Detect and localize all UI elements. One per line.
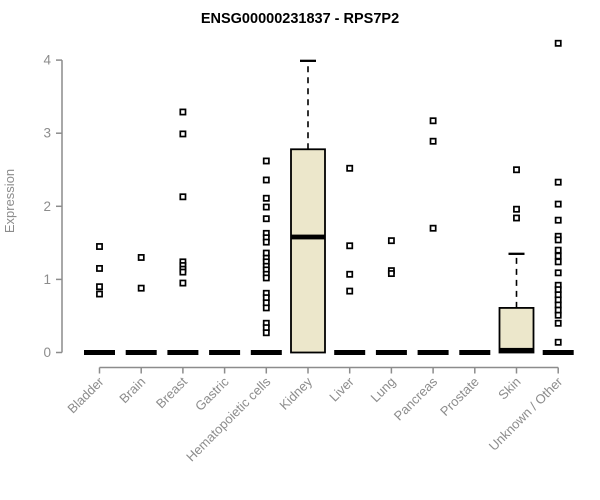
outlier-point xyxy=(554,246,562,254)
outlier-point xyxy=(262,157,270,165)
x-category-label: Lung xyxy=(367,374,398,405)
outlier-point xyxy=(96,290,103,298)
outlier-point xyxy=(96,283,103,291)
zero-median-bar xyxy=(209,350,241,355)
x-category-label: Bladder xyxy=(64,374,107,417)
y-tick-label: 0 xyxy=(43,345,51,360)
outlier-point xyxy=(262,274,270,282)
zero-median-bar xyxy=(250,350,282,355)
outlier-point xyxy=(554,338,562,346)
outlier-point xyxy=(262,304,270,312)
zero-median-bar xyxy=(542,350,574,355)
outlier-point xyxy=(554,178,562,186)
outlier-point xyxy=(513,205,520,213)
outlier-point xyxy=(262,329,270,337)
x-category-label: Kidney xyxy=(276,374,315,413)
median-line xyxy=(499,347,534,353)
zero-median-bar xyxy=(375,350,407,355)
x-category-label: Gastric xyxy=(192,374,232,414)
outlier-point xyxy=(554,319,562,327)
outlier-point xyxy=(137,254,145,261)
zero-median-bar xyxy=(167,350,199,355)
outlier-point xyxy=(262,203,270,211)
outlier-point xyxy=(513,214,520,222)
zero-median-bar xyxy=(125,350,157,355)
y-tick-label: 4 xyxy=(43,53,51,68)
zero-median-bar xyxy=(417,350,449,355)
y-axis-label: Expression xyxy=(2,169,17,233)
x-category-label: Breast xyxy=(153,374,190,411)
outlier-point xyxy=(346,287,354,295)
zero-median-bar xyxy=(334,350,366,355)
outlier-point xyxy=(387,237,395,245)
outlier-point xyxy=(429,117,437,125)
chart-title: ENSG00000231837 - RPS7P2 xyxy=(201,11,399,27)
iqr-box xyxy=(290,148,326,354)
x-category-label: Brain xyxy=(116,374,148,406)
outlier-point xyxy=(513,166,520,174)
outlier-point xyxy=(554,269,562,277)
outlier-point xyxy=(96,243,103,250)
y-tick-label: 3 xyxy=(43,126,51,141)
outlier-point xyxy=(554,252,562,260)
outlier-point xyxy=(262,194,270,202)
outlier-point xyxy=(179,279,187,287)
outlier-point xyxy=(554,39,562,47)
x-category-label: Liver xyxy=(326,374,357,405)
x-category-label: Unknown / Other xyxy=(486,374,566,454)
outlier-point xyxy=(554,200,562,208)
outlier-point xyxy=(346,270,354,278)
median-line xyxy=(291,234,325,240)
zero-median-bar xyxy=(459,350,491,355)
x-category-label: Skin xyxy=(495,374,523,402)
y-tick-label: 2 xyxy=(43,199,51,214)
outlier-point xyxy=(262,176,270,184)
zero-median-bar xyxy=(84,350,115,355)
outlier-point xyxy=(262,215,270,223)
outlier-point xyxy=(554,311,562,319)
outlier-point xyxy=(346,242,354,250)
outlier-point xyxy=(179,108,187,116)
outlier-point xyxy=(179,130,187,138)
outlier-point xyxy=(96,264,103,272)
outlier-point xyxy=(346,164,354,172)
outlier-point xyxy=(262,238,270,246)
outlier-point xyxy=(179,193,187,201)
iqr-box xyxy=(498,307,535,354)
outlier-point xyxy=(554,258,562,266)
x-category-label: Prostate xyxy=(437,374,482,419)
x-category-label: Pancreas xyxy=(391,374,441,424)
outlier-point xyxy=(179,268,187,276)
outlier-point xyxy=(554,236,562,244)
y-tick-label: 1 xyxy=(43,272,51,287)
outlier-point xyxy=(554,216,562,224)
outlier-point xyxy=(429,224,437,232)
outlier-point xyxy=(387,270,395,278)
outlier-point xyxy=(137,284,145,292)
boxplot-data-layer xyxy=(84,39,574,355)
outlier-point xyxy=(429,137,437,145)
